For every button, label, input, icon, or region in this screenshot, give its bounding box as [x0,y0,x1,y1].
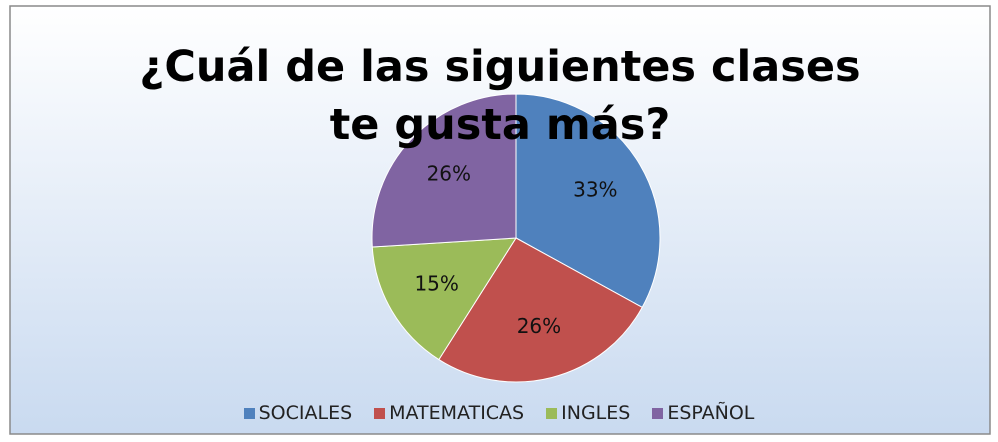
legend-swatch [374,407,386,419]
data-label: 33% [573,178,617,202]
data-label: 15% [414,271,458,295]
pie-slice [438,237,643,383]
pie-slice [515,93,661,309]
chart-title: ¿Cuál de las siguientes clases te gusta … [139,42,861,150]
legend-label: MATEMATICAS [389,402,525,424]
legend-item: INGLES [546,402,630,424]
legend-item: ESPAÑOL [652,402,754,424]
pie-slice [371,237,517,361]
legend-swatch [546,407,558,419]
legend: SOCIALES MATEMATICAS INGLES ESPAÑOL [0,402,998,424]
data-label: 26% [517,314,561,338]
legend-label: SOCIALES [258,402,353,424]
legend-item: MATEMATICAS [374,402,524,424]
legend-label: ESPAÑOL [667,402,755,424]
pie-slice [371,93,517,248]
legend-swatch [243,407,255,419]
legend-swatch [652,407,664,419]
legend-item: SOCIALES [243,402,353,424]
data-label: 26% [427,161,471,185]
legend-label: INGLES [561,402,631,424]
